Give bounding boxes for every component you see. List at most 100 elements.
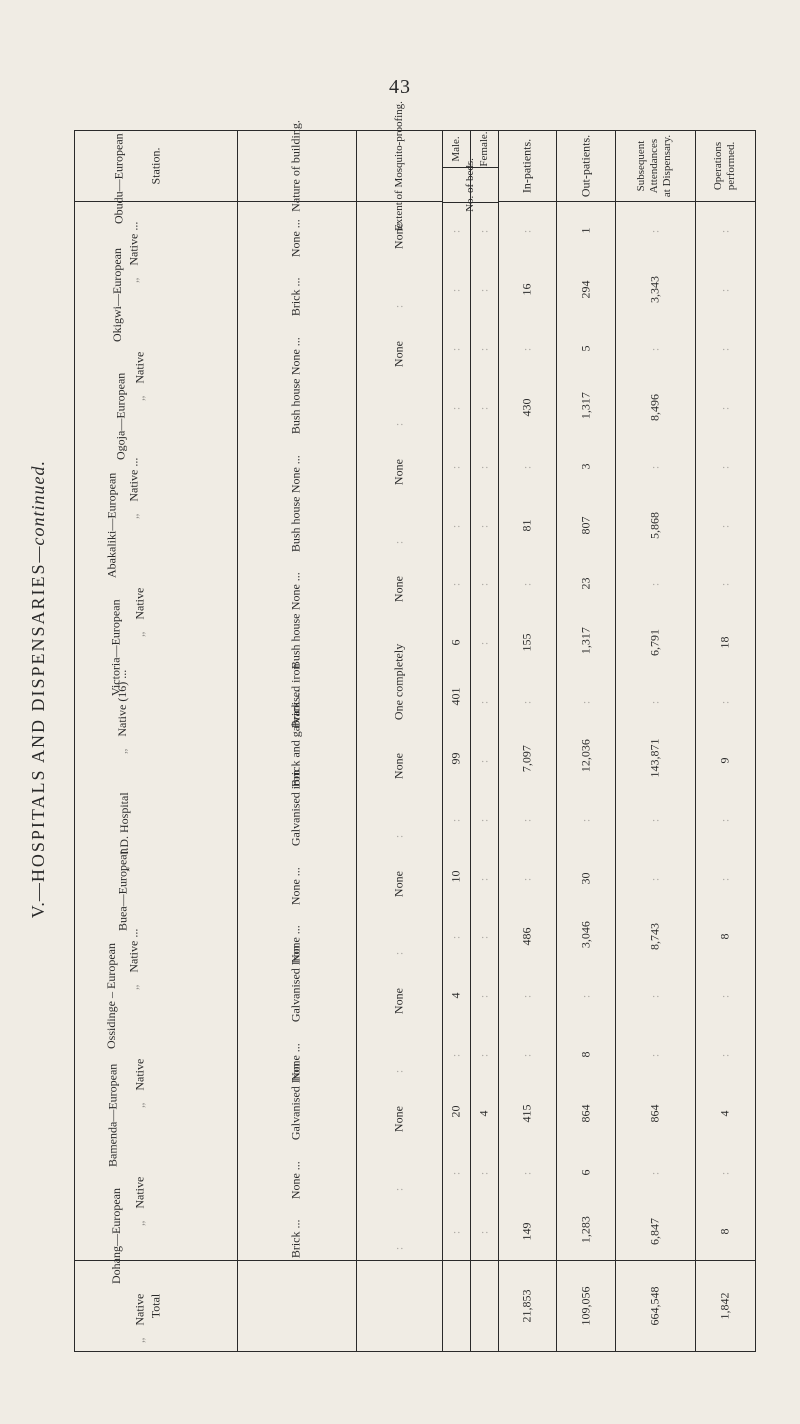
row8-3: :	[717, 395, 732, 419]
row8-6: :	[717, 572, 732, 596]
row6-2: 5	[578, 337, 593, 360]
total-subs-val: 664,548	[647, 1287, 662, 1326]
row8-11: :	[717, 866, 732, 890]
row4-17: :	[477, 1227, 492, 1235]
row2-9: None	[391, 742, 406, 779]
row6-7: 1,317	[578, 631, 593, 654]
row3-9: 99	[449, 756, 464, 764]
row8-1: :	[717, 278, 732, 302]
row6-14: 8	[578, 1043, 593, 1066]
row2-2: None	[391, 330, 406, 367]
total-outpat-val: 109,056	[578, 1287, 593, 1326]
total-inpat-val: 21,853	[520, 1290, 535, 1323]
body-operations: :::::::18:9::8::4:8	[695, 201, 755, 1261]
row8-15: 4	[717, 1101, 732, 1125]
row4-9: :	[477, 756, 492, 764]
station-14: Ossidinge – European	[103, 943, 120, 1049]
table-frame: Station. Obudu—European„ Native ...Okigw…	[74, 130, 756, 1352]
total-mosquito	[356, 1261, 442, 1351]
row2-0: None	[391, 212, 406, 249]
row2-10: :	[391, 801, 406, 838]
row1-10: Galvanised iron	[289, 793, 304, 846]
row7-11: :	[647, 861, 662, 895]
row1-13: Galvanised Iron	[289, 969, 304, 1022]
row4-14: :	[477, 1051, 492, 1059]
col-male: Male. :::::::640199:10:4:20::	[442, 131, 471, 1351]
row2-15: None	[391, 1095, 406, 1132]
row3-14: :	[449, 1051, 464, 1059]
row3-3: :	[449, 403, 464, 411]
row1-5: Bush house	[289, 498, 304, 551]
row2-12: :	[391, 918, 406, 955]
row4-5: :	[477, 521, 492, 529]
side-title: V.—HOSPITALS AND DISPENSARIES—continued.	[28, 460, 49, 918]
row4-3: :	[477, 403, 492, 411]
col-operations: Operationsperformed. :::::::18:9::8::4:8…	[695, 131, 755, 1351]
header-station: Station.	[75, 131, 237, 202]
row6-16: 6	[578, 1161, 593, 1184]
header-subsequent: SubsequentAttendancesat Dispensary.	[615, 131, 695, 202]
header-mosquito: Extent of Mosquito-proofing.	[356, 131, 442, 202]
header-beds-label: No. of beds.	[464, 158, 476, 212]
header-nature: Nature of building.	[237, 131, 356, 202]
body-outpatients: 129451,3173807231,317:12,036:303,046:886…	[556, 201, 614, 1261]
row3-6: :	[449, 580, 464, 588]
row1-2: None ...	[289, 322, 304, 375]
row2-3: :	[391, 389, 406, 426]
row4-1: :	[477, 286, 492, 294]
station-sub-17: „ Native	[131, 1176, 148, 1225]
row7-1: 3,343	[647, 273, 662, 307]
total-operations: 1,842	[695, 1261, 755, 1351]
row5-0: :	[520, 219, 535, 242]
row6-1: 294	[578, 278, 593, 301]
row7-5: 5,868	[647, 508, 662, 542]
row6-9: 12,036	[578, 749, 593, 772]
row1-11: None ...	[289, 851, 304, 904]
body-female: :::::::::::::::4::	[470, 201, 498, 1261]
row7-2: :	[647, 332, 662, 366]
row8-0: :	[717, 219, 732, 243]
row5-11: :	[520, 867, 535, 890]
row5-1: 16	[520, 278, 535, 301]
row7-10: :	[647, 802, 662, 836]
row7-9: 143,871	[647, 743, 662, 777]
total-female	[470, 1261, 498, 1351]
row4-15: 4	[477, 1109, 492, 1117]
row6-12: 3,046	[578, 925, 593, 948]
row4-6: :	[477, 580, 492, 588]
total-ops-val: 1,842	[717, 1293, 732, 1320]
row1-17: Brick ...	[289, 1204, 304, 1257]
row4-0: :	[477, 227, 492, 235]
body-mosquito: None:None:None:None:One completelyNone:N…	[356, 201, 442, 1261]
row1-16: None ...	[289, 1146, 304, 1199]
row5-13: :	[520, 984, 535, 1007]
header-inpatients: In-patients.	[498, 131, 556, 202]
header-beds: No. of beds.	[442, 167, 498, 203]
row8-17: 8	[717, 1219, 732, 1243]
body-male: :::::::640199:10:4:20::	[442, 201, 470, 1261]
row1-1: Brick ...	[289, 263, 304, 316]
row2-1: :	[391, 271, 406, 308]
header-male-label: Male.	[450, 136, 462, 161]
col-female: Female. :::::::::::::::4::	[470, 131, 499, 1351]
row6-11: 30	[578, 867, 593, 890]
row8-10: :	[717, 807, 732, 831]
row5-7: 155	[520, 631, 535, 654]
row2-6: None	[391, 565, 406, 602]
row3-15: 20	[449, 1109, 464, 1117]
row2-11: None	[391, 859, 406, 896]
row6-15: 864	[578, 1102, 593, 1125]
station-2: Okigwi—European	[109, 248, 126, 342]
station-sub-15: „ Native	[131, 1058, 148, 1107]
station-sub-1: „ Native ...	[125, 222, 142, 283]
row7-13: :	[647, 979, 662, 1013]
row4-10: :	[477, 815, 492, 823]
header-operations: Operationsperformed.	[695, 131, 755, 202]
row3-0: :	[449, 227, 464, 235]
body-station: Obudu—European„ Native ...Okigwi—Europea…	[75, 201, 237, 1261]
station-12: Buea—European	[115, 848, 132, 931]
row4-7: :	[477, 639, 492, 647]
total-nature	[237, 1261, 356, 1351]
row6-13: :	[578, 984, 593, 1007]
row2-17: :	[391, 1212, 406, 1249]
